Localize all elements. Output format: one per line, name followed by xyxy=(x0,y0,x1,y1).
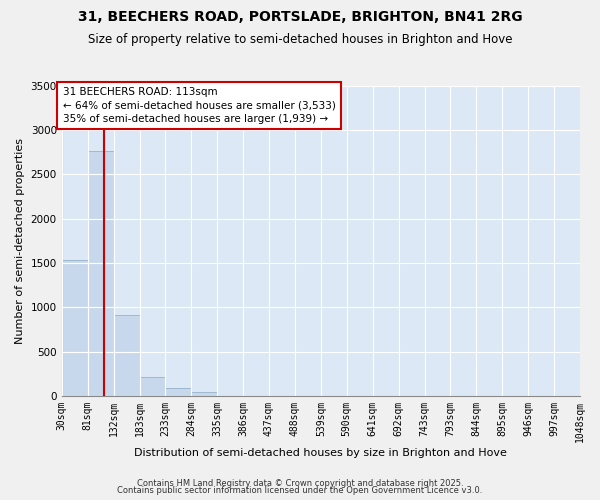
Bar xyxy=(165,388,191,396)
Bar xyxy=(88,151,113,396)
Text: Size of property relative to semi-detached houses in Brighton and Hove: Size of property relative to semi-detach… xyxy=(88,32,512,46)
Bar xyxy=(191,392,217,396)
Text: Contains HM Land Registry data © Crown copyright and database right 2025.: Contains HM Land Registry data © Crown c… xyxy=(137,478,463,488)
X-axis label: Distribution of semi-detached houses by size in Brighton and Hove: Distribution of semi-detached houses by … xyxy=(134,448,507,458)
Text: 31 BEECHERS ROAD: 113sqm
← 64% of semi-detached houses are smaller (3,533)
35% o: 31 BEECHERS ROAD: 113sqm ← 64% of semi-d… xyxy=(62,88,335,124)
Bar xyxy=(62,260,88,396)
Bar xyxy=(140,378,165,396)
Text: Contains public sector information licensed under the Open Government Licence v3: Contains public sector information licen… xyxy=(118,486,482,495)
Bar xyxy=(113,315,140,396)
Y-axis label: Number of semi-detached properties: Number of semi-detached properties xyxy=(15,138,25,344)
Text: 31, BEECHERS ROAD, PORTSLADE, BRIGHTON, BN41 2RG: 31, BEECHERS ROAD, PORTSLADE, BRIGHTON, … xyxy=(77,10,523,24)
